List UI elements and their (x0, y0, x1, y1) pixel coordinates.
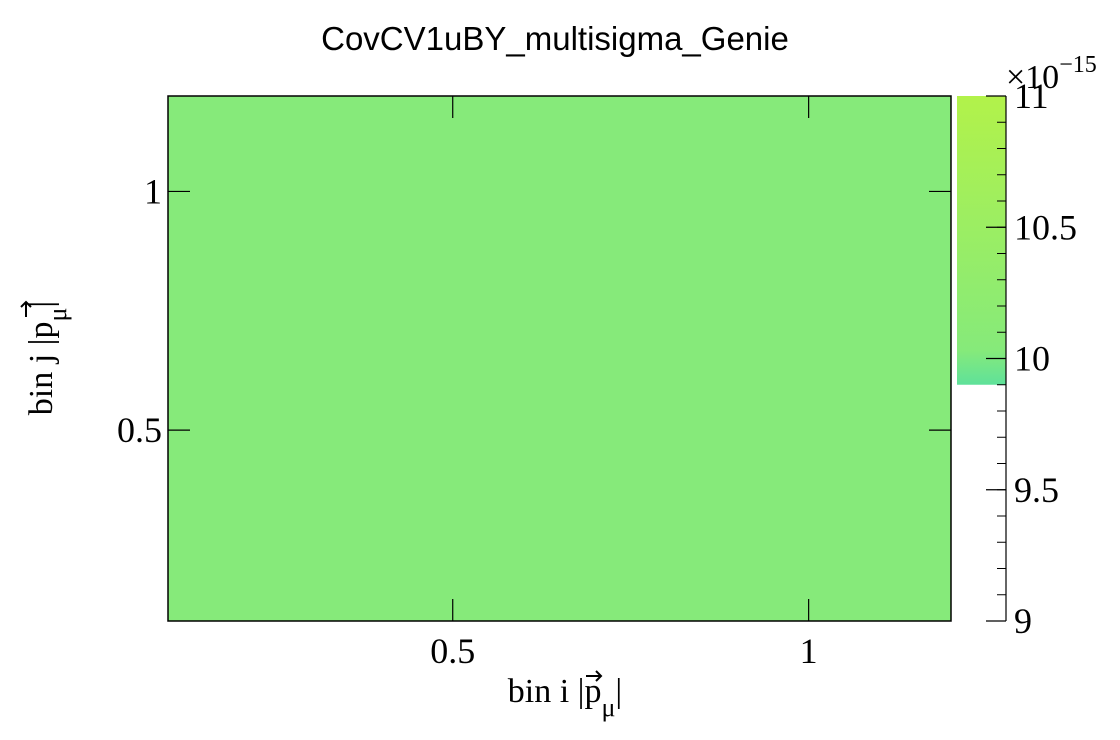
colorbar-tick-label: 10.5 (1014, 207, 1077, 247)
x-axis: 0.5 1 (430, 96, 818, 671)
y-axis-label-prefix: bin j | (23, 339, 60, 416)
x-axis-label-suffix: | (615, 673, 622, 710)
colorbar-tick-label: 10 (1014, 339, 1050, 379)
colorbar: 9 9.5 10 10.5 11 (957, 76, 1077, 641)
colorbar-multiplier: ×10−15 (1006, 52, 1097, 96)
y-tick-label: 1 (144, 171, 162, 211)
x-axis-label-prefix: bin i | (508, 673, 585, 710)
chart-title: CovCV1uBY_multisigma_Genie (321, 20, 789, 57)
y-axis-label-vector: p (23, 322, 60, 339)
y-axis-label-suffix: | (23, 301, 60, 308)
y-axis-label-subscript: μ (43, 308, 72, 322)
x-axis-label-vector-arrow (586, 670, 603, 682)
x-tick-label: 1 (800, 631, 818, 671)
colorbar-fill (957, 96, 1006, 385)
y-axis: 0.51 (117, 171, 951, 450)
y-axis-label: bin j |pμ| (23, 301, 72, 415)
plot-area (167, 95, 952, 622)
colorbar-tick-label: 11 (1014, 76, 1049, 116)
heatmap-cell (168, 96, 951, 621)
y-axis-label-vector-arrow (20, 300, 32, 317)
x-axis-label-vector: p (584, 673, 601, 710)
plot-frame (167, 95, 952, 622)
x-axis-label: bin i |pμ| (508, 673, 622, 722)
colorbar-tick-label: 9 (1014, 601, 1032, 641)
colorbar-tick-label: 9.5 (1014, 470, 1059, 510)
x-tick-label: 0.5 (430, 631, 475, 671)
colorbar-exponent: −15 (1059, 52, 1097, 78)
x-axis-label-subscript: μ (601, 693, 615, 722)
y-tick-label: 0.5 (117, 410, 162, 450)
